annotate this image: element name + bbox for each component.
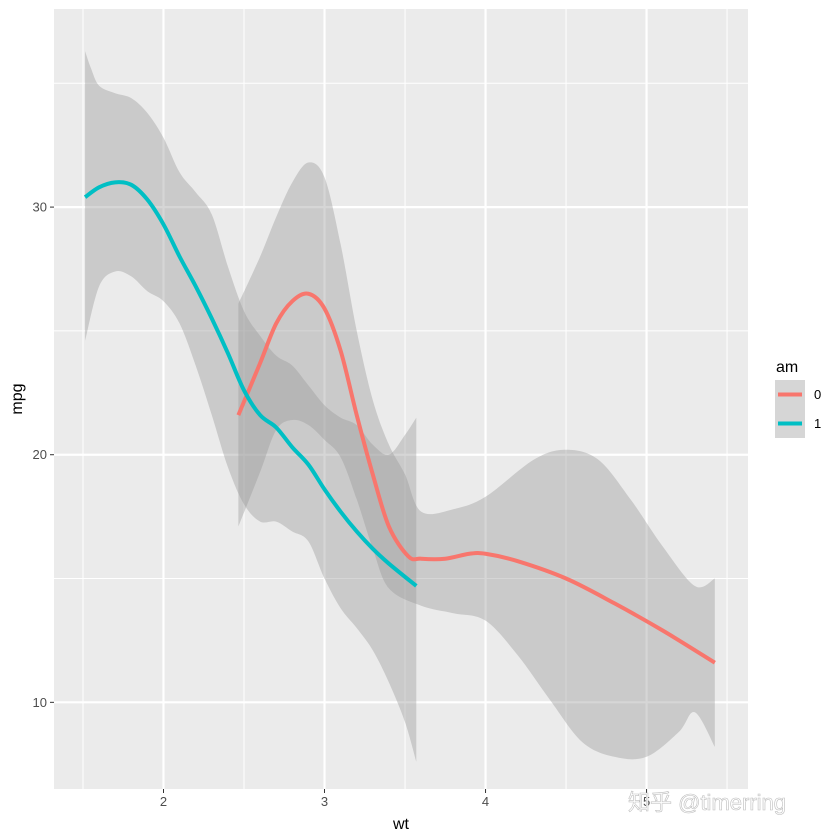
x-axis-title: wt bbox=[392, 816, 410, 833]
x-tick-label: 2 bbox=[160, 794, 167, 809]
x-tick-label: 5 bbox=[643, 794, 650, 809]
y-tick-label: 10 bbox=[33, 695, 47, 710]
x-tick-label: 3 bbox=[321, 794, 328, 809]
smooth-lines bbox=[83, 180, 716, 665]
x-axis: 2 3 4 5 bbox=[160, 789, 650, 809]
watermark-text: 知乎 @timerring bbox=[628, 790, 786, 815]
major-gridlines bbox=[54, 9, 748, 789]
legend: am 01 bbox=[775, 359, 821, 438]
confidence-ribbon-0 bbox=[238, 162, 715, 760]
smooth-line-0 bbox=[236, 291, 716, 665]
legend-title: am bbox=[776, 359, 798, 376]
smooth-line-1 bbox=[83, 180, 418, 588]
minor-gridlines bbox=[54, 9, 748, 789]
y-tick-label: 20 bbox=[33, 447, 47, 462]
legend-label: 1 bbox=[814, 416, 821, 431]
plot-panel bbox=[54, 9, 748, 789]
legend-label: 0 bbox=[814, 387, 821, 402]
x-tick-label: 4 bbox=[482, 794, 489, 809]
y-tick-label: 30 bbox=[33, 200, 47, 215]
legend-keys: 01 bbox=[775, 380, 821, 438]
y-axis-title: mpg bbox=[9, 383, 26, 414]
y-axis: 10 20 30 bbox=[33, 200, 54, 710]
